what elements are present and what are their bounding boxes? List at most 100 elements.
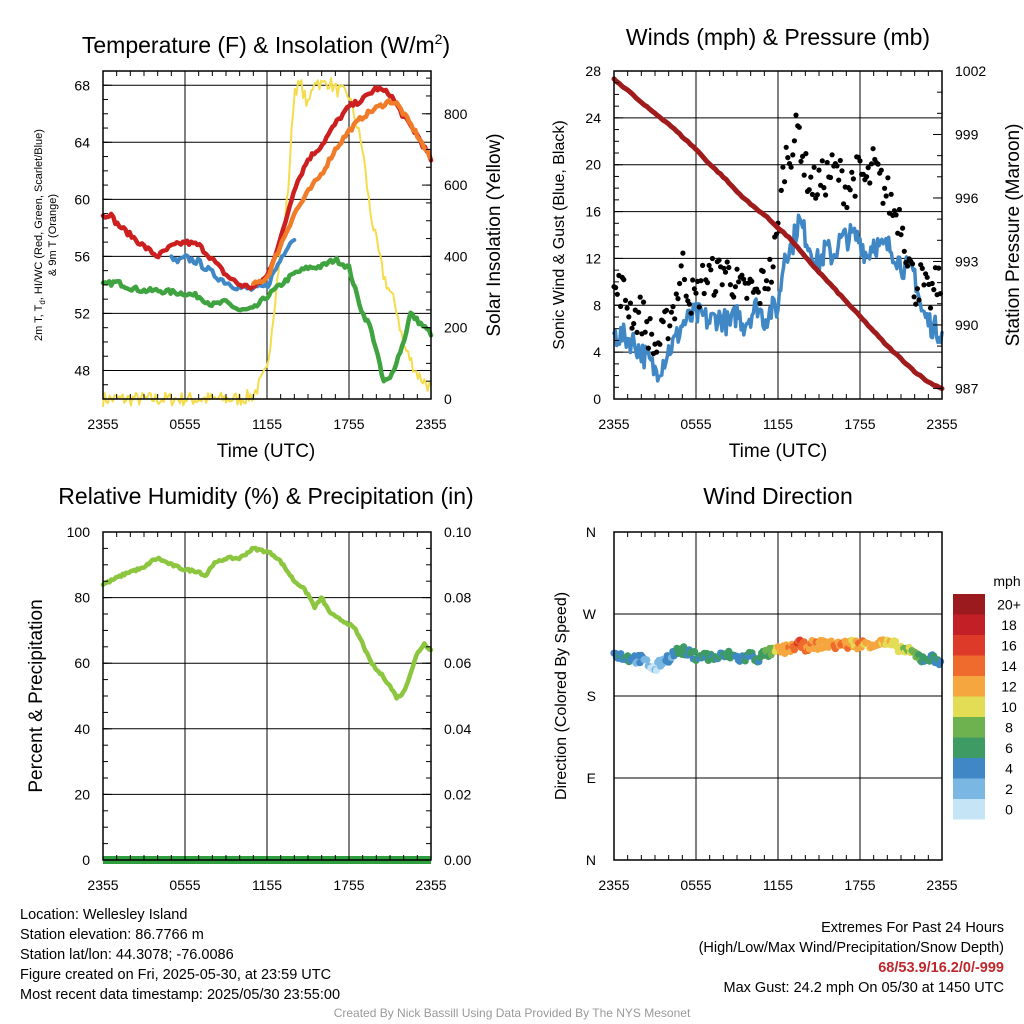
gust-point bbox=[698, 278, 704, 284]
gust-point bbox=[642, 329, 648, 335]
gust-point bbox=[798, 158, 804, 164]
gust-point bbox=[844, 204, 850, 211]
gust-point bbox=[821, 185, 827, 191]
humidity-grid bbox=[103, 532, 431, 860]
sonic-wind-line bbox=[612, 213, 944, 383]
gust-point bbox=[739, 272, 745, 278]
extremes-title: Extremes For Past 24 Hours bbox=[821, 920, 1004, 936]
gust-point bbox=[700, 262, 706, 268]
left-y-tick-label: 20 bbox=[585, 157, 601, 173]
left-y-tick-label: 40 bbox=[74, 721, 90, 737]
gust-point bbox=[875, 161, 881, 167]
colorbar-title: mph bbox=[993, 573, 1020, 589]
colorbar-swatch bbox=[953, 614, 985, 635]
extremes-values: 68/53.9/16.2/0/-999 bbox=[878, 960, 1004, 976]
colorbar-label: 12 bbox=[1001, 678, 1017, 694]
gust-point bbox=[668, 309, 675, 315]
gust-point bbox=[624, 305, 630, 311]
gust-point bbox=[909, 261, 916, 267]
gust-point bbox=[896, 206, 903, 213]
gust-point bbox=[636, 309, 642, 315]
right-y-tick-label: 993 bbox=[955, 253, 979, 269]
x-tick-label: 2355 bbox=[87, 877, 118, 893]
x-tick-label: 1755 bbox=[844, 877, 875, 893]
colorbar: 0 2 4 6 8 10 12 14 16 18 20+ bbox=[953, 594, 1021, 820]
gust-point bbox=[680, 250, 686, 256]
solar-insolation-line bbox=[102, 77, 432, 408]
gust-point bbox=[924, 274, 930, 280]
temperature-ticks: 2355 0555 1155 1755 2355 48 52 56 60 64 68 0 200 400 6… bbox=[74, 70, 468, 432]
x-tick-label: 1155 bbox=[252, 416, 282, 432]
gust-point bbox=[809, 191, 816, 197]
station-location: Location: Wellesley Island bbox=[20, 907, 188, 923]
right-y-tick-label: 996 bbox=[955, 190, 979, 206]
gust-point bbox=[839, 168, 845, 174]
gust-point bbox=[814, 192, 821, 198]
gust-point bbox=[791, 138, 798, 144]
winds-ticks: 2355 0555 1155 1755 2355 0 4 8 12 16 20 24 28 987 990 9… bbox=[585, 63, 986, 432]
direction-grid bbox=[614, 532, 942, 860]
gust-point bbox=[778, 187, 784, 193]
gust-point bbox=[916, 297, 922, 303]
left-y-tick-label: 0 bbox=[593, 391, 601, 407]
gust-point bbox=[701, 290, 707, 297]
credit-line: Created By Nick Bassill Using Data Provi… bbox=[333, 1006, 691, 1020]
gust-point bbox=[618, 303, 624, 309]
colorbar-swatch bbox=[953, 696, 985, 717]
humidity-ticks: 2355 0555 1155 1755 2355 0 20 40 60 80 100 0.00 0.02… bbox=[67, 524, 472, 893]
gust-point bbox=[768, 279, 775, 285]
gust-point bbox=[726, 264, 732, 271]
direction-tick-label: W bbox=[583, 606, 597, 622]
gust-point bbox=[882, 185, 888, 191]
gust-point bbox=[898, 232, 904, 238]
right-y-tick-label: 0.02 bbox=[444, 786, 471, 802]
gust-point bbox=[785, 155, 791, 161]
colorbar-swatch bbox=[953, 799, 985, 820]
gust-point bbox=[931, 287, 937, 293]
gust-point bbox=[672, 316, 678, 322]
direction-tick-label: N bbox=[586, 852, 596, 868]
right-y-tick-label: 0 bbox=[444, 391, 452, 407]
temperature-grid bbox=[103, 71, 431, 399]
recent-timestamp: Most recent data timestamp: 2025/05/30 2… bbox=[20, 987, 341, 1003]
x-tick-label: 1755 bbox=[333, 416, 364, 432]
direction-title: Wind Direction bbox=[703, 483, 853, 509]
direction-tick-label: S bbox=[587, 688, 596, 704]
gust-point bbox=[706, 262, 712, 268]
gust-point bbox=[824, 159, 830, 166]
gust-point bbox=[626, 314, 632, 320]
right-y-tick-label: 0.04 bbox=[444, 721, 471, 737]
right-y-tick-label: 999 bbox=[955, 126, 979, 142]
humidity-panel: Relative Humidity (%) & Precipitation (i… bbox=[26, 483, 474, 893]
gust-point bbox=[913, 301, 919, 307]
gust-point bbox=[665, 336, 671, 342]
left-y-tick-label: 28 bbox=[585, 63, 601, 79]
gust-point bbox=[719, 282, 725, 288]
gust-point bbox=[677, 280, 683, 287]
gust-point bbox=[819, 158, 825, 164]
gust-point bbox=[757, 300, 763, 307]
gust-point bbox=[893, 212, 899, 218]
temperature-series bbox=[100, 77, 434, 408]
x-tick-label: 2355 bbox=[926, 416, 957, 432]
gust-point bbox=[803, 151, 809, 157]
gust-point bbox=[834, 163, 840, 169]
gust-point bbox=[627, 300, 634, 306]
colorbar-swatch bbox=[953, 758, 985, 779]
insolation-ylabel: Solar Insolation (Yellow) bbox=[484, 133, 505, 336]
pressure-ylabel: Station Pressure (Maroon) bbox=[1003, 124, 1024, 347]
gust-point bbox=[731, 294, 737, 300]
station-latlon: Station lat/lon: 44.3078; -76.0086 bbox=[20, 947, 234, 963]
gust-point bbox=[660, 319, 666, 325]
colorbar-swatch bbox=[953, 676, 985, 697]
gust-point bbox=[836, 177, 842, 183]
right-y-tick-label: 200 bbox=[444, 320, 468, 336]
direction-series bbox=[610, 636, 945, 675]
gust-point bbox=[857, 158, 863, 164]
gust-point bbox=[634, 329, 640, 335]
gust-point bbox=[722, 269, 729, 275]
x-tick-label: 0555 bbox=[680, 416, 711, 432]
gust-point bbox=[670, 304, 676, 310]
gust-point bbox=[629, 325, 635, 331]
